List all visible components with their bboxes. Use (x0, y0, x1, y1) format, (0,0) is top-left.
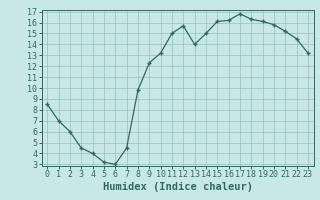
X-axis label: Humidex (Indice chaleur): Humidex (Indice chaleur) (103, 182, 252, 192)
